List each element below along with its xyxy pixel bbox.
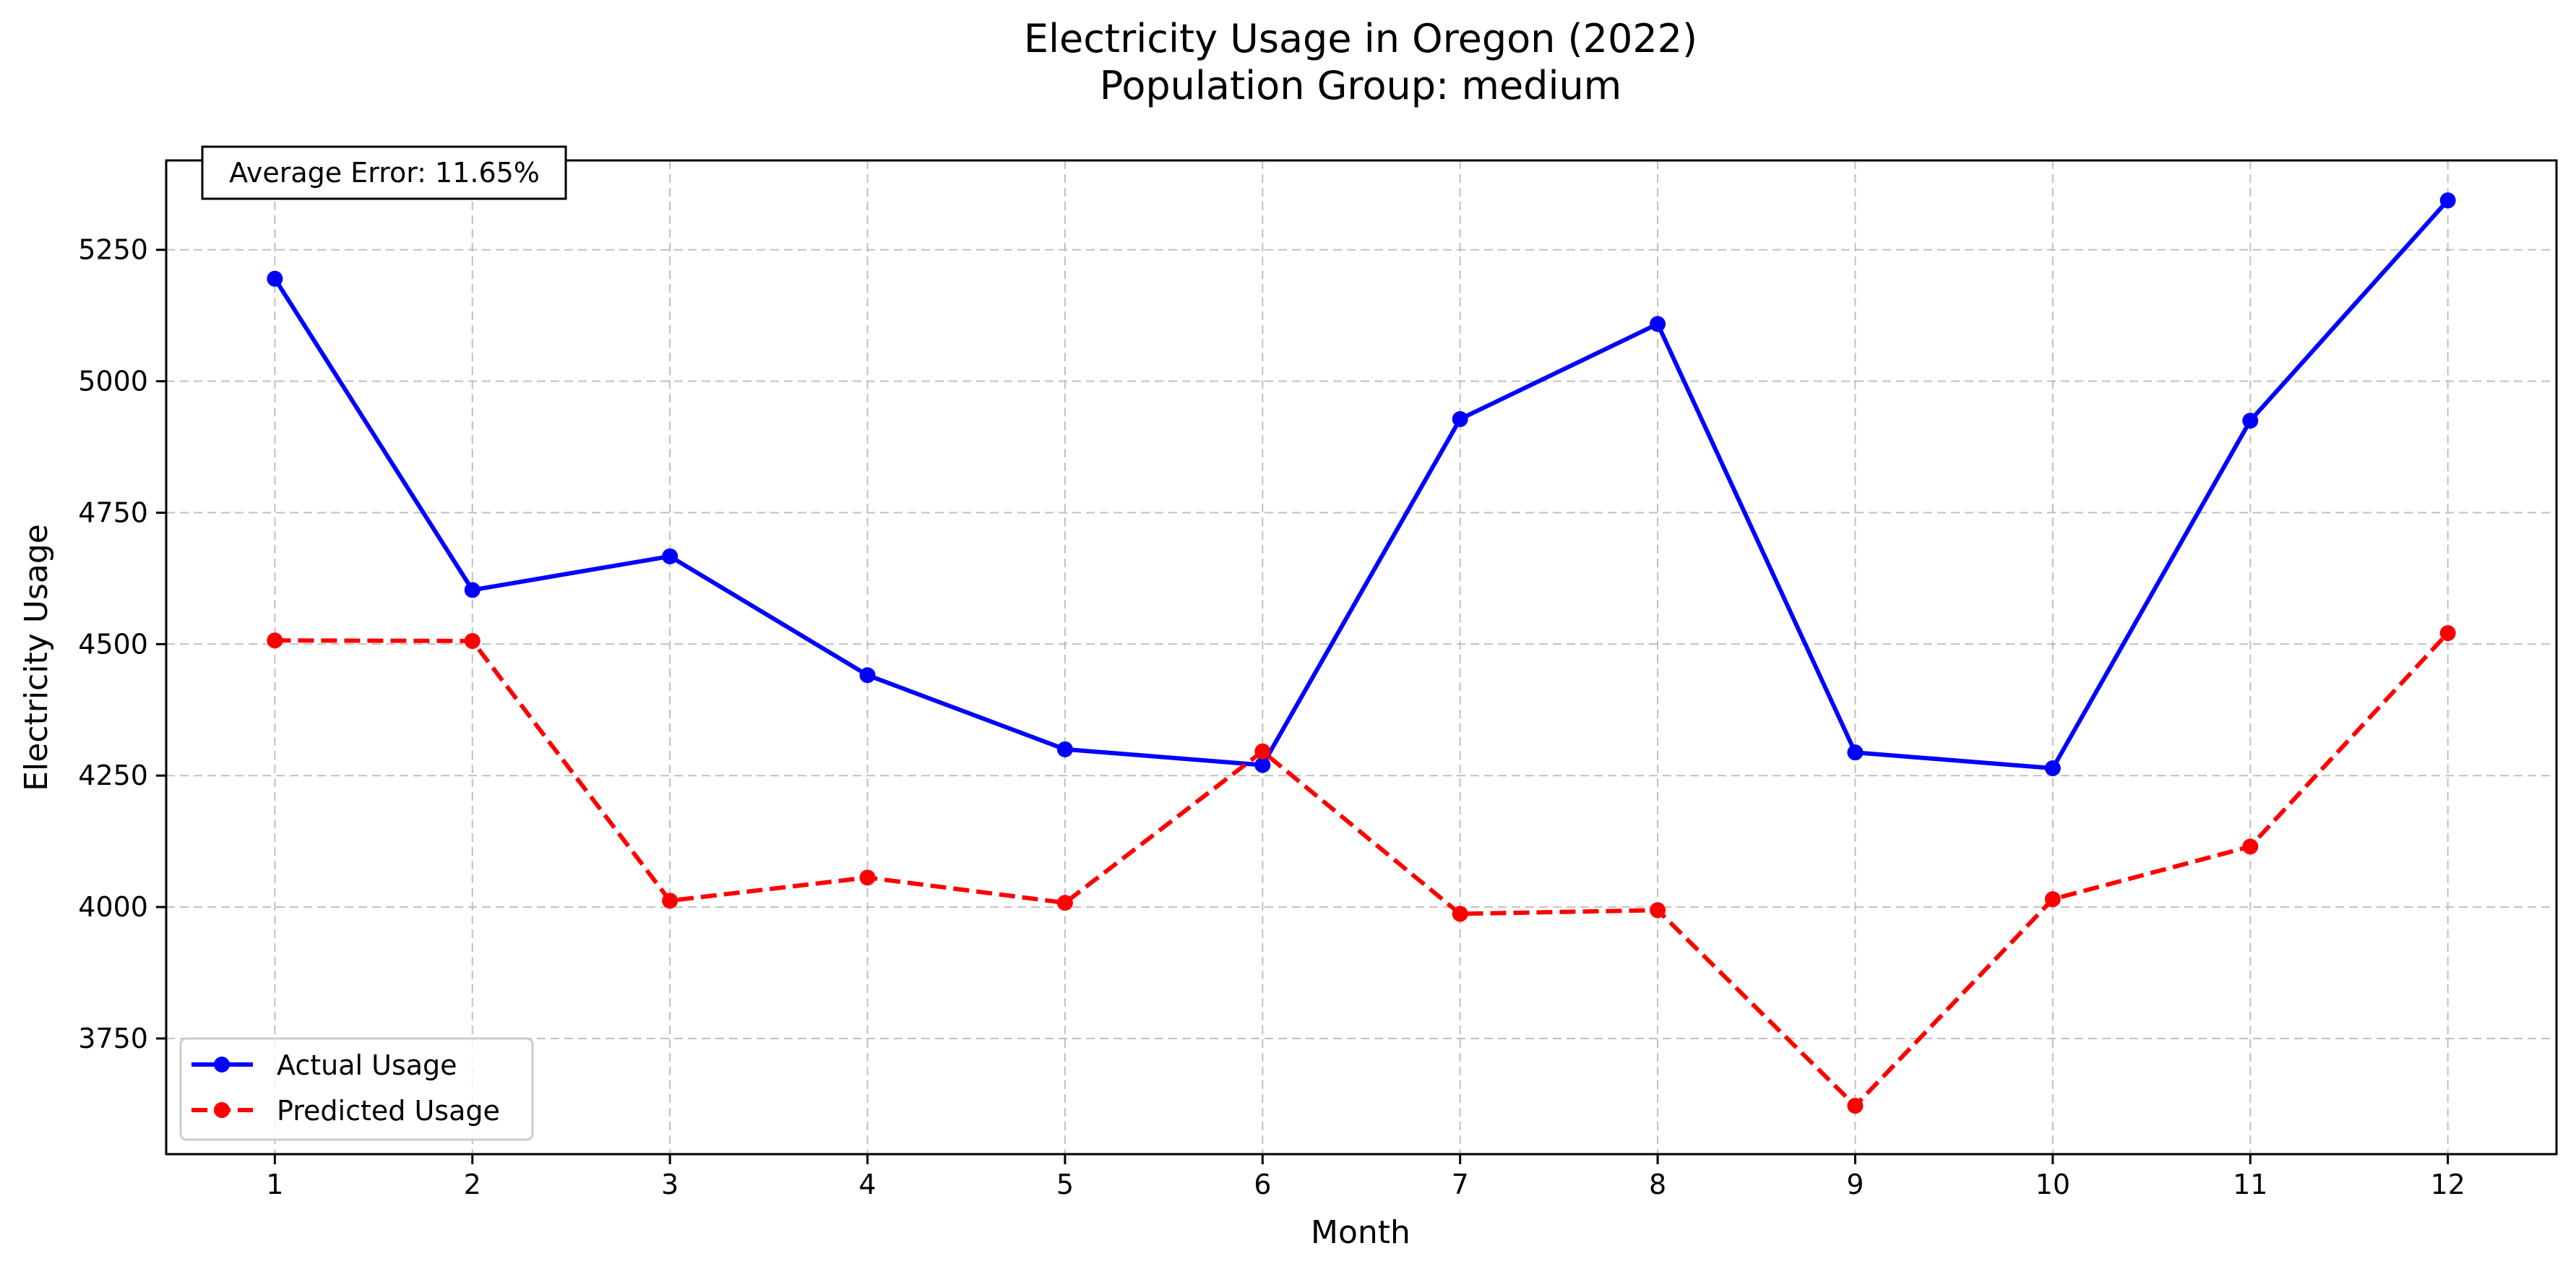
- data-point-actual-usage: [662, 548, 679, 564]
- x-tick-label: 10: [2036, 1169, 2070, 1200]
- y-tick-label: 4500: [78, 628, 148, 660]
- data-point-actual-usage: [1254, 757, 1271, 773]
- legend-actual-marker: [214, 1057, 230, 1072]
- data-point-actual-usage: [464, 582, 481, 598]
- data-point-actual-usage: [1650, 316, 1666, 332]
- data-point-predicted-usage: [2439, 625, 2456, 642]
- chart-title: Electricity Usage in Oregon (2022): [1024, 16, 1697, 61]
- x-axis-ticks: 1 2 3 4 5 6 7 8 9 10 11 12: [266, 1154, 2465, 1200]
- series-group: [267, 192, 2456, 1114]
- average-error-annotation: Average Error: 11.65%: [201, 145, 567, 200]
- legend: Actual Usage Predicted Usage: [179, 1037, 534, 1141]
- x-tick-label: 9: [1846, 1169, 1864, 1200]
- y-axis-label: Electricity Usage: [18, 524, 55, 791]
- x-tick-label: 7: [1452, 1169, 1469, 1200]
- annotation-text: Average Error: 11.65%: [229, 157, 540, 189]
- data-point-actual-usage: [2439, 192, 2456, 209]
- data-point-actual-usage: [2044, 760, 2061, 777]
- data-point-predicted-usage: [1056, 895, 1073, 911]
- data-point-predicted-usage: [1847, 1098, 1864, 1114]
- plot-area-frame: [165, 159, 2558, 1156]
- series-line-predicted-usage: [275, 631, 2450, 1109]
- data-point-predicted-usage: [1254, 743, 1271, 760]
- chart-subtitle: Population Group: medium: [1100, 63, 1622, 108]
- legend-predicted-marker: [214, 1102, 230, 1118]
- data-point-actual-usage: [859, 667, 876, 684]
- data-point-actual-usage: [267, 270, 283, 287]
- x-tick-label: 8: [1649, 1169, 1666, 1200]
- x-tick-label: 11: [2233, 1169, 2267, 1200]
- y-tick-label: 4750: [78, 496, 148, 528]
- data-point-predicted-usage: [267, 632, 283, 649]
- x-axis-label: Month: [1311, 1214, 1410, 1251]
- series-line-actual-usage: [272, 199, 2450, 770]
- y-tick-label: 5250: [78, 234, 148, 266]
- x-tick-label: 4: [858, 1169, 876, 1200]
- data-point-predicted-usage: [464, 632, 481, 649]
- legend-box: [179, 1037, 534, 1141]
- x-tick-label: 12: [2430, 1169, 2465, 1200]
- data-point-actual-usage: [1056, 741, 1073, 757]
- x-tick-label: 3: [661, 1169, 679, 1200]
- data-point-predicted-usage: [859, 869, 876, 886]
- y-axis-ticks: 3750 4000 4250 4500 4750 5000 5250: [78, 234, 166, 1054]
- grid: [166, 160, 2556, 1154]
- data-point-predicted-usage: [662, 893, 679, 909]
- x-tick-label: 5: [1056, 1169, 1074, 1200]
- legend-predicted-label: Predicted Usage: [277, 1095, 500, 1127]
- data-point-predicted-usage: [2044, 891, 2061, 908]
- x-tick-label: 6: [1254, 1169, 1271, 1200]
- data-point-actual-usage: [2242, 413, 2259, 429]
- data-point-actual-usage: [1847, 744, 1864, 761]
- x-tick-label: 1: [266, 1169, 283, 1200]
- annotation-box: [201, 145, 567, 200]
- y-tick-label: 5000: [78, 366, 148, 397]
- y-tick-label: 4250: [78, 760, 148, 791]
- data-point-actual-usage: [1452, 410, 1468, 427]
- data-point-predicted-usage: [1452, 906, 1468, 922]
- x-tick-label: 2: [464, 1169, 481, 1200]
- y-tick-label: 3750: [78, 1023, 148, 1054]
- data-point-predicted-usage: [2242, 838, 2259, 855]
- data-point-predicted-usage: [1650, 902, 1666, 919]
- y-tick-label: 4000: [78, 891, 148, 923]
- legend-actual-label: Actual Usage: [277, 1049, 457, 1081]
